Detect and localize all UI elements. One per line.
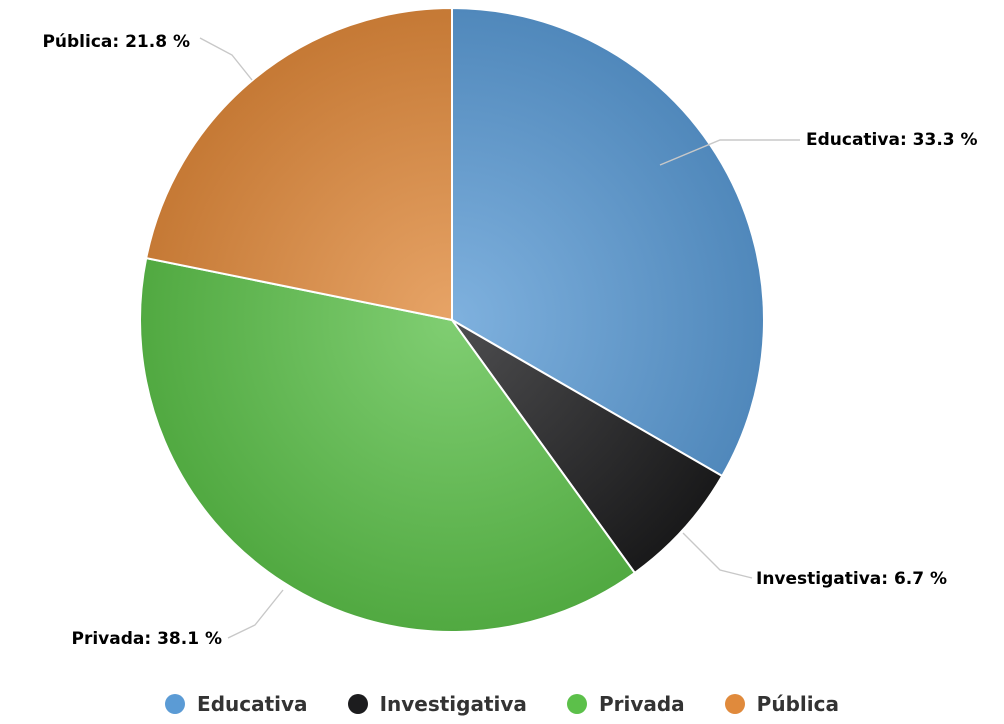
connector-line-publica (199, 37, 253, 81)
pie-slice-publica[interactable] (145, 6, 453, 322)
legend-marker-privada (566, 694, 587, 714)
legend-item-educativa[interactable]: Educativa (165, 692, 308, 716)
legend-marker-educativa (165, 694, 186, 714)
chart-legend: Educativa Investigativa Privada Pública (0, 692, 1004, 716)
connector-line-investigativa (682, 532, 753, 579)
legend-item-publica[interactable]: Pública (724, 692, 839, 716)
legend-label-privada: Privada (598, 692, 685, 716)
legend-item-privada[interactable]: Privada (566, 692, 685, 716)
data-label-educativa: Educativa: 33.3 % (806, 130, 978, 150)
data-label-publica: Pública: 21.8 % (42, 32, 190, 52)
legend-label-educativa: Educativa (197, 692, 308, 716)
data-label-investigativa: Investigativa: 6.7 % (756, 569, 947, 589)
legend-marker-investigativa (347, 694, 368, 714)
pie-slice-privada[interactable] (139, 256, 637, 633)
legend-label-investigativa: Investigativa (379, 692, 527, 716)
connector-line-educativa (659, 139, 800, 166)
data-label-privada: Privada: 38.1 % (72, 629, 222, 649)
legend-marker-publica (724, 694, 745, 714)
pie-slice-investigativa[interactable] (451, 319, 724, 575)
pie-chart: Educativa: 33.3 % Investigativa: 6.7 % Pri… (42, 6, 978, 649)
legend-label-publica: Pública (756, 692, 839, 716)
pie-slice-educativa[interactable] (451, 6, 765, 478)
connector-line-privada (227, 589, 284, 639)
legend-item-investigativa[interactable]: Investigativa (347, 692, 527, 716)
